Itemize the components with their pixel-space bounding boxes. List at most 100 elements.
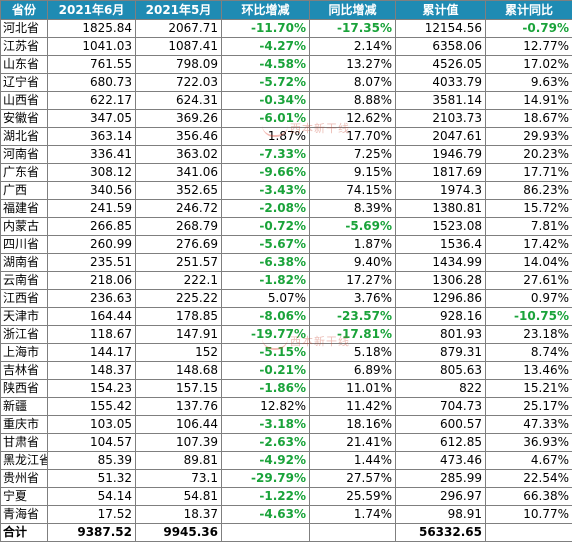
cell-mom-change: -3.43% <box>221 181 310 200</box>
cell-province: 陕西省 <box>0 379 48 398</box>
cell-province: 福建省 <box>0 199 48 218</box>
cell-cumulative: 12154.56 <box>395 19 486 38</box>
header-june-2021: 2021年6月 <box>47 0 136 20</box>
cell-june-2021: 104.57 <box>47 433 136 452</box>
table-row: 安徽省 347.05 369.26 -6.01% 12.62% 2103.73 18.67% <box>0 109 572 128</box>
cell-may-2021: 624.31 <box>135 91 222 110</box>
cell-mom-change: -4.27% <box>221 37 310 56</box>
cell-cumulative: 1523.08 <box>395 217 486 236</box>
cell-may-2021: 251.57 <box>135 253 222 272</box>
cell-may-2021: 222.1 <box>135 271 222 290</box>
cell-may-2021: 352.65 <box>135 181 222 200</box>
cell-yoy-change: 74.15% <box>309 181 396 200</box>
cell-mom-change: -4.92% <box>221 451 310 470</box>
cell-yoy-change <box>309 523 396 542</box>
cell-yoy-change: 1.87% <box>309 235 396 254</box>
cell-cumulative: 1306.28 <box>395 271 486 290</box>
cell-mom-change <box>221 523 310 542</box>
table-row: 江西省 236.63 225.22 5.07% 3.76% 1296.86 0.97% <box>0 289 572 308</box>
cell-province: 合计 <box>0 523 48 542</box>
cell-province: 青海省 <box>0 505 48 524</box>
cell-province: 天津市 <box>0 307 48 326</box>
cell-june-2021: 260.99 <box>47 235 136 254</box>
cell-june-2021: 85.39 <box>47 451 136 470</box>
cell-yoy-change: 5.18% <box>309 343 396 362</box>
cell-mom-change: -4.58% <box>221 55 310 74</box>
cell-june-2021: 761.55 <box>47 55 136 74</box>
cell-yoy-change: 8.88% <box>309 91 396 110</box>
cell-mom-change: -1.82% <box>221 271 310 290</box>
cell-yoy-change: -23.57% <box>309 307 396 326</box>
cell-june-2021: 1825.84 <box>47 19 136 38</box>
cell-province: 江苏省 <box>0 37 48 56</box>
cell-may-2021: 369.26 <box>135 109 222 128</box>
cell-june-2021: 622.17 <box>47 91 136 110</box>
cell-june-2021: 218.06 <box>47 271 136 290</box>
cell-may-2021: 1087.41 <box>135 37 222 56</box>
cell-mom-change: -11.70% <box>221 19 310 38</box>
cell-cumulative: 56332.65 <box>395 523 486 542</box>
cell-province: 湖南省 <box>0 253 48 272</box>
cell-cumulative-yoy: 14.91% <box>485 91 572 110</box>
cell-mom-change: -5.72% <box>221 73 310 92</box>
table-row: 福建省 241.59 246.72 -2.08% 8.39% 1380.81 15.72% <box>0 199 572 218</box>
cell-june-2021: 9387.52 <box>47 523 136 542</box>
header-cumulative-yoy: 累计同比 <box>485 0 572 20</box>
cell-cumulative-yoy: 4.67% <box>485 451 572 470</box>
header-mom-change: 环比增减 <box>221 0 310 20</box>
table-row: 云南省 218.06 222.1 -1.82% 17.27% 1306.28 27.61% <box>0 271 572 290</box>
cell-june-2021: 241.59 <box>47 199 136 218</box>
cell-cumulative-yoy: -10.75% <box>485 307 572 326</box>
cell-cumulative: 1974.3 <box>395 181 486 200</box>
table-row: 四川省 260.99 276.69 -5.67% 1.87% 1536.4 17.42% <box>0 235 572 254</box>
table-row: 河南省 336.41 363.02 -7.33% 7.25% 1946.79 20.23% <box>0 145 572 164</box>
cell-cumulative-yoy: 15.72% <box>485 199 572 218</box>
table-row: 山西省 622.17 624.31 -0.34% 8.88% 3581.14 14.91% <box>0 91 572 110</box>
cell-cumulative: 928.16 <box>395 307 486 326</box>
cell-cumulative-yoy: 36.93% <box>485 433 572 452</box>
cell-province: 江西省 <box>0 289 48 308</box>
cell-cumulative: 600.57 <box>395 415 486 434</box>
table-row: 陕西省 154.23 157.15 -1.86% 11.01% 822 15.21% <box>0 379 572 398</box>
table-row: 河北省 1825.84 2067.71 -11.70% -17.35% 12154.56-… <box>0 19 572 38</box>
table-row: 广西 340.56 352.65 -3.43% 74.15% 1974.3 86.23% <box>0 181 572 200</box>
cell-cumulative-yoy: 17.71% <box>485 163 572 182</box>
header-province: 省份 <box>0 0 48 20</box>
cell-mom-change: -0.34% <box>221 91 310 110</box>
cell-province: 山东省 <box>0 55 48 74</box>
cell-mom-change: -3.18% <box>221 415 310 434</box>
cell-mom-change: -0.72% <box>221 217 310 236</box>
cell-may-2021: 798.09 <box>135 55 222 74</box>
cell-cumulative-yoy: 66.38% <box>485 487 572 506</box>
cell-mom-change: -19.77% <box>221 325 310 344</box>
cell-cumulative: 3581.14 <box>395 91 486 110</box>
table-row: 江苏省 1041.03 1087.41 -4.27% 2.14% 6358.06 12.77… <box>0 37 572 56</box>
cell-cumulative: 879.31 <box>395 343 486 362</box>
cell-may-2021: 356.46 <box>135 127 222 146</box>
cell-may-2021: 54.81 <box>135 487 222 506</box>
cell-june-2021: 680.73 <box>47 73 136 92</box>
cell-yoy-change: 3.76% <box>309 289 396 308</box>
cell-yoy-change: 8.07% <box>309 73 396 92</box>
cell-cumulative-yoy: 14.04% <box>485 253 572 272</box>
cell-cumulative-yoy: 22.54% <box>485 469 572 488</box>
cell-may-2021: 363.02 <box>135 145 222 164</box>
cell-yoy-change: -5.69% <box>309 217 396 236</box>
cell-may-2021: 137.76 <box>135 397 222 416</box>
cell-june-2021: 118.67 <box>47 325 136 344</box>
header-cumulative: 累计值 <box>395 0 486 20</box>
cell-province: 吉林省 <box>0 361 48 380</box>
cell-province: 河南省 <box>0 145 48 164</box>
table-row: 青海省 17.52 18.37 -4.63% 1.74% 98.91 10.77% <box>0 505 572 524</box>
cell-yoy-change: 11.42% <box>309 397 396 416</box>
cell-mom-change: -2.63% <box>221 433 310 452</box>
cell-mom-change: -29.79% <box>221 469 310 488</box>
cell-cumulative: 2047.61 <box>395 127 486 146</box>
cell-cumulative: 805.63 <box>395 361 486 380</box>
cell-june-2021: 235.51 <box>47 253 136 272</box>
cell-cumulative-yoy: 20.23% <box>485 145 572 164</box>
cell-june-2021: 103.05 <box>47 415 136 434</box>
cell-yoy-change: 17.27% <box>309 271 396 290</box>
